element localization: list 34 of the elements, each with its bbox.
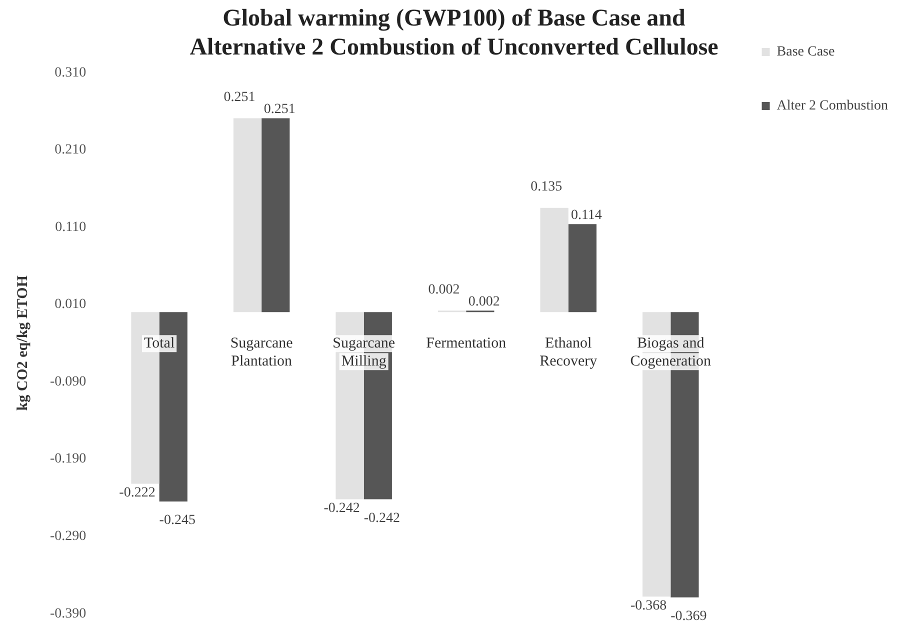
chart-title: Global warming (GWP100) of Base Case and Alternative 2 Combustion of Unconverted Cellulose [190, 6, 719, 60]
x-tick-label: Total [144, 336, 175, 352]
y-tick-label: 0.310 [54, 65, 86, 80]
y-tick-label: -0.190 [50, 452, 86, 467]
legend-label: Base Case [776, 44, 835, 60]
data-label: 0.251 [224, 90, 256, 105]
x-tick-label: Biogas and Cogeneration [630, 336, 712, 370]
y-tick-label: -0.090 [50, 374, 86, 390]
data-label: -0.222 [119, 485, 156, 500]
data-label: 0.135 [530, 180, 562, 195]
data-label: -0.368 [630, 598, 667, 614]
bar [262, 118, 290, 312]
bar [568, 224, 596, 312]
data-label: -0.242 [324, 500, 360, 516]
data-label: -0.369 [670, 609, 707, 624]
x-tick-label: Sugarcane Milling [332, 336, 396, 370]
data-label: -0.242 [364, 510, 400, 526]
y-axis-title: kg CO2 eq/kg ETOH [14, 275, 31, 411]
bar [540, 208, 568, 312]
x-tick-label: Ethanol Recovery [540, 336, 598, 370]
data-label: 0.251 [264, 102, 296, 117]
bar [233, 118, 262, 312]
data-label: 0.114 [570, 208, 602, 223]
x-tick-label: Fermentation [426, 336, 507, 352]
data-label: -0.245 [159, 513, 196, 528]
data-label: 0.002 [428, 282, 460, 298]
legend-label: Alter 2 Combustion [776, 98, 888, 114]
y-tick-label: -0.290 [50, 528, 86, 544]
y-tick-label: 0.010 [54, 297, 86, 312]
y-tick-label: 0.110 [55, 220, 86, 235]
y-tick-label: 0.210 [54, 142, 86, 158]
data-label: 0.002 [468, 294, 500, 310]
x-tick-label: Sugarcane Plantation [230, 336, 294, 370]
y-tick-label: -0.390 [50, 606, 86, 622]
